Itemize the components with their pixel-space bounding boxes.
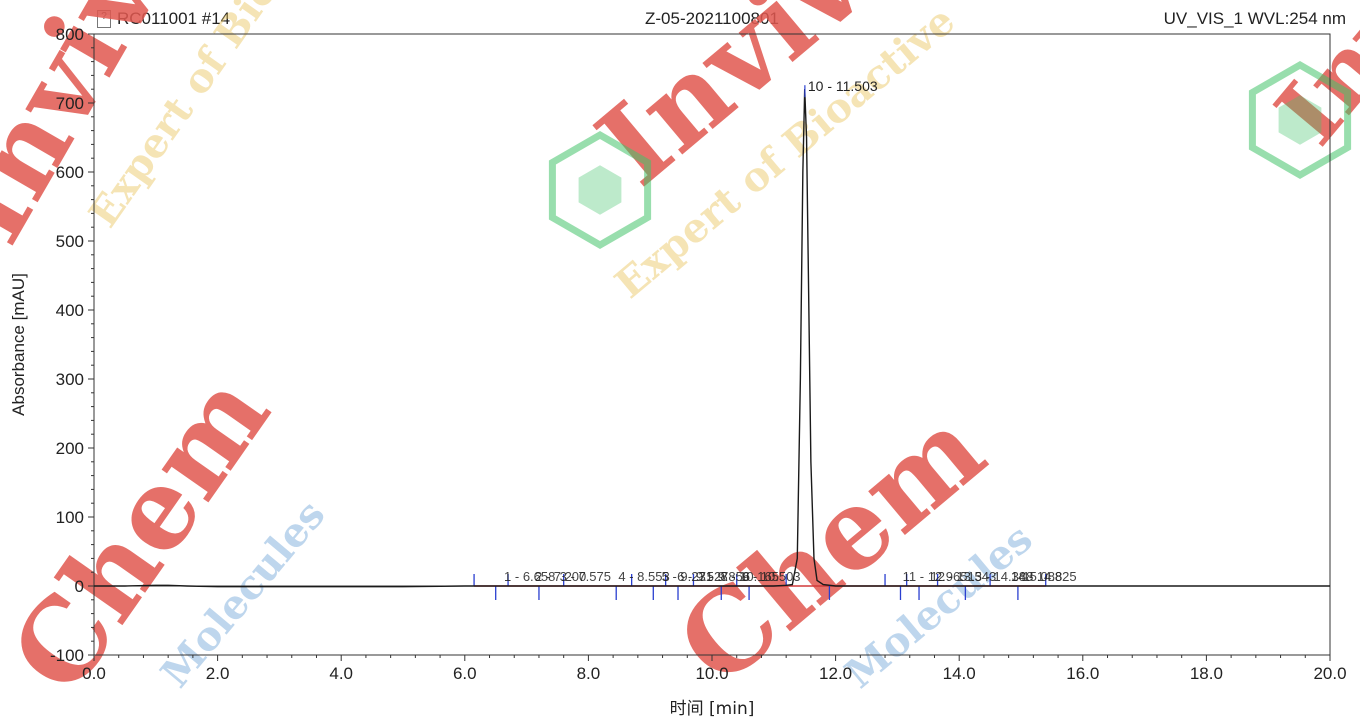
logo-hexagon-inner [578,165,622,215]
y-tick-label: 100 [56,508,84,527]
peak-label: 12 - 13.543 [930,569,996,584]
x-tick-label: 16.0 [1066,664,1099,683]
watermark-brand-b: Chem [654,384,1008,710]
injection-name: RC011001 #14 [117,9,231,28]
injection-label: ? RC011001 #14 [97,9,230,29]
chromatogram-header: ? RC011001 #14 Z-05-2021100801 UV_VIS_1 … [0,0,1360,32]
y-tick-label: 0 [75,577,84,596]
x-tick-label: 8.0 [577,664,601,683]
peak-label: 10 - 11.503 [808,78,878,94]
peak-label: 5 - 9.231 [662,569,713,584]
x-tick-label: 20.0 [1313,664,1346,683]
peak-label: 11 - 12.965 [903,569,968,584]
peak-label: 1 - 6.658 [504,569,555,584]
x-tick-label: 0.0 [82,664,106,683]
logo-hexagon-inner [1278,95,1322,145]
chromatogram-trace [94,89,1330,588]
x-tick-label: 2.0 [206,664,230,683]
y-tick-label: 500 [56,232,84,251]
peak-label: 13 - 14.388 [968,569,1034,584]
axes-layer: -100 0 100 200 300 400 500 600 700 800 0.0 2.0 4.0 6.… [9,25,1347,717]
x-tick-label: 18.0 [1190,664,1223,683]
y-tick-label: 400 [56,301,84,320]
logo-hexagon-outer [548,130,652,250]
y-tick-label: 200 [56,439,84,458]
watermark-logo-icon [548,130,652,250]
peak-label: 2 - 7.200 [535,569,586,584]
peak-label: 14 - 14.825 [1011,569,1077,584]
x-tick-label: 10.0 [695,664,728,683]
x-axis-label: 时间 [min] [670,699,755,717]
detector-channel: UV_VIS_1 WVL:254 nm [1163,9,1346,28]
x-tick-label: 4.0 [329,664,353,683]
peak-label: 8 - 10.165 [720,569,779,584]
peak-label: 7 - 9.856 [699,569,750,584]
y-axis-label: Absorbance [mAU] [9,273,28,416]
x-tick-label: 14.0 [943,664,976,683]
peak-label: 6 - 9.527 [677,569,728,584]
x-tick-label: 12.0 [819,664,852,683]
watermark-logo-icon [1248,60,1352,180]
watermark-brand-b: Chem [0,351,294,715]
peak-label: 15.088 [1022,569,1062,584]
sample-id: Z-05-2021100801 [645,9,779,28]
x-tick-label: 6.0 [453,664,477,683]
logo-hexagon-outer [1248,60,1352,180]
peak-label: 4 - 8.553 [618,569,669,584]
y-tick-label: 800 [56,25,84,44]
document-icon: ? [97,10,111,28]
y-tick-label: 600 [56,163,84,182]
peak-label: 3 - 7.575 [560,569,611,584]
y-tick-label: -100 [50,646,84,665]
y-tick-label: 300 [56,370,84,389]
peak-label: 9 - 10.503 [742,569,801,584]
y-tick-label: 700 [56,94,84,113]
series-layer [94,89,1330,588]
